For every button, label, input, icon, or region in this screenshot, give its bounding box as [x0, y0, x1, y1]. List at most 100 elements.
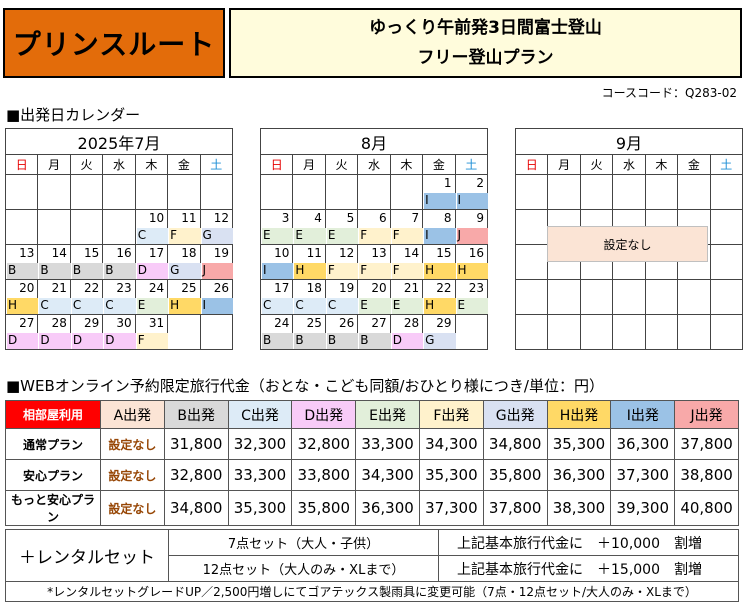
calendar-day-cell[interactable]: 29 G	[422, 314, 456, 350]
calendar-day-cell[interactable]: 26 B	[324, 314, 359, 350]
calendar-day-cell[interactable]: 27 B	[357, 314, 391, 350]
weekday-header: 月	[547, 154, 581, 175]
calendar-day-cell[interactable]: 19 C	[324, 279, 359, 315]
day-number: 28	[51, 316, 67, 330]
day-number: 1	[443, 176, 452, 190]
calendar-day-cell[interactable]: 27 D	[4, 314, 39, 350]
calendar-day-cell[interactable]: 23 C	[102, 279, 136, 315]
departure-code: D	[104, 333, 136, 349]
calendar-day-cell	[102, 209, 136, 245]
day-number: 19	[213, 246, 229, 260]
departure-code: F	[391, 263, 424, 279]
calendar-day-cell[interactable]: 25 H	[167, 279, 201, 315]
calendar-day-cell[interactable]: 25 B	[292, 314, 326, 350]
calendar-day-cell[interactable]: 11 H	[292, 244, 326, 280]
calendar-day-cell[interactable]: 16 H	[454, 244, 489, 280]
price-cell: 35,300	[546, 428, 612, 460]
calendar-day-cell[interactable]: 23 E	[454, 279, 489, 315]
calendar-day-cell	[709, 314, 744, 350]
calendar-week-row	[4, 174, 234, 210]
calendar-day-cell[interactable]: 24 E	[134, 279, 169, 315]
departure-code: H	[169, 298, 201, 314]
calendar-day-cell[interactable]: 15 H	[422, 244, 456, 280]
rental-set-name: 7点セット（大人・子供）	[168, 529, 439, 556]
calendar-day-cell[interactable]: 24 B	[259, 314, 294, 350]
calendar-day-cell[interactable]: 20 E	[357, 279, 391, 315]
calendar-day-cell[interactable]: 16 B	[102, 244, 136, 280]
departure-code: C	[262, 298, 294, 314]
weekday-header: 水	[102, 154, 136, 175]
calendar-day-cell[interactable]: 17 D	[134, 244, 169, 280]
calendar-day-cell	[644, 279, 679, 315]
calendar-day-cell[interactable]: 21 C	[37, 279, 71, 315]
calendar-day-cell	[514, 314, 549, 350]
day-number: 15	[436, 246, 452, 260]
day-number: 20	[371, 281, 387, 295]
departure-code: B	[7, 263, 39, 279]
departure-code: D	[391, 333, 424, 349]
price-cell: 40,800	[674, 490, 739, 526]
calendar-day-cell[interactable]: 14 F	[389, 244, 424, 280]
calendar-day-cell[interactable]: 12 F	[324, 244, 359, 280]
calendar-day-cell[interactable]: 19 J	[199, 244, 234, 280]
calendar-day-cell[interactable]: 14 B	[37, 244, 71, 280]
calendar-day-cell[interactable]: 13 B	[4, 244, 39, 280]
calendar-day-cell	[4, 209, 39, 245]
day-number: 8	[443, 211, 452, 225]
departure-code: C	[39, 298, 71, 314]
calendar-day-cell[interactable]: 13 F	[357, 244, 391, 280]
calendar-august: 8月日月火水木金土 1 I 2 I 3 E 4 E 5 E 6 F 7 F 8 I 9 J 10 I 11 H 12 F 13 F 1…	[259, 128, 489, 350]
calendar-day-cell	[514, 174, 549, 210]
calendar-day-cell[interactable]: 22 C	[69, 279, 104, 315]
day-number: 10	[274, 246, 290, 260]
calendar-day-cell[interactable]: 30 D	[102, 314, 136, 350]
day-number: 12	[338, 246, 355, 260]
price-cell: 37,300	[418, 490, 484, 526]
calendar-day-cell[interactable]: 15 B	[69, 244, 104, 280]
calendar-day-cell[interactable]: 18 C	[292, 279, 326, 315]
departure-code: C	[71, 298, 104, 314]
calendar-month-title: 8月	[260, 128, 488, 155]
calendar-day-cell[interactable]: 10 I	[259, 244, 294, 280]
calendar-day-cell	[677, 279, 711, 315]
calendar-day-cell[interactable]: 10 C	[134, 209, 169, 245]
departure-code: E	[294, 228, 326, 244]
calendar-day-cell[interactable]: 17 C	[259, 279, 294, 315]
departure-code: C	[294, 298, 326, 314]
calendar-month-title: 2025年7月	[5, 128, 233, 155]
calendar-day-cell[interactable]: 29 D	[69, 314, 104, 350]
calendar-day-cell[interactable]: 20 H	[4, 279, 39, 315]
calendar-day-cell	[37, 209, 71, 245]
calendar-day-cell[interactable]: 21 E	[389, 279, 424, 315]
calendar-day-cell[interactable]: 28 D	[37, 314, 71, 350]
departure-code: F	[359, 228, 391, 244]
calendar-day-cell	[579, 279, 614, 315]
calendar-july: 2025年7月日月火水木金土 10 C 11 F 12 G 13 B 14 B 15 B 16 B 17 D 18…	[4, 128, 234, 350]
calendar-day-cell[interactable]: 31 F	[134, 314, 169, 350]
calendar-day-cell[interactable]: 11 F	[167, 209, 201, 245]
departure-column-header: B出発	[163, 400, 229, 429]
calendar-day-cell[interactable]: 22 H	[422, 279, 456, 315]
departure-code: F	[136, 333, 169, 349]
calendar-day-cell[interactable]: 28 D	[389, 314, 424, 350]
departure-column-header: F出発	[418, 400, 484, 429]
calendar-day-cell[interactable]: 26 I	[199, 279, 234, 315]
price-cell: 38,800	[674, 459, 739, 491]
weekday-header: 日	[514, 154, 549, 175]
departure-code: B	[294, 333, 326, 349]
departure-code: B	[71, 263, 104, 279]
departure-code: C	[104, 298, 136, 314]
tour-title-box: ゆっくり午前発3日間富士登山 フリー登山プラン	[229, 8, 742, 78]
calendar-day-cell	[579, 314, 614, 350]
calendar-day-cell[interactable]: 18 G	[167, 244, 201, 280]
calendar-day-cell[interactable]: 12 G	[199, 209, 234, 245]
